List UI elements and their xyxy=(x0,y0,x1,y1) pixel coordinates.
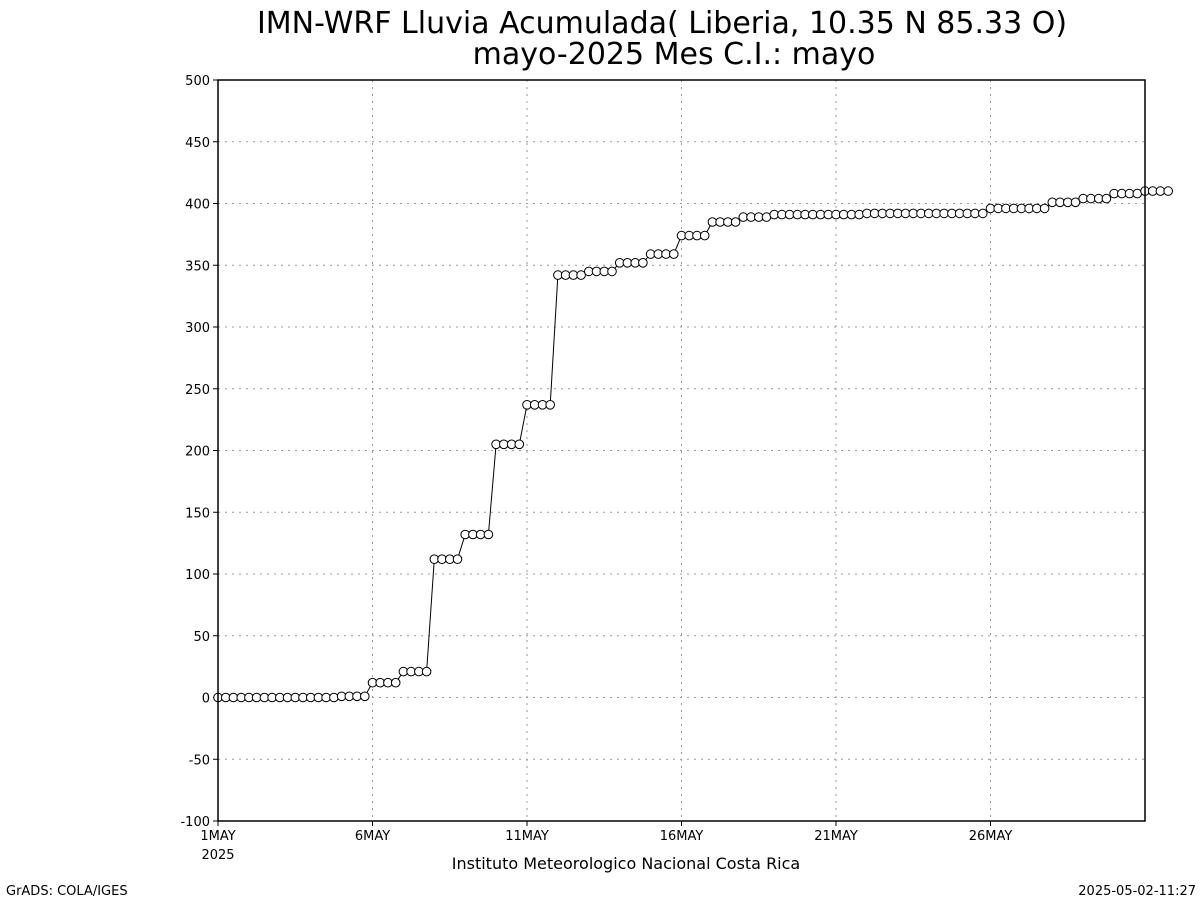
data-point xyxy=(545,400,556,410)
data-point xyxy=(669,249,679,259)
x-tick-label: 16MAY xyxy=(660,829,704,844)
y-tick-label: 250 xyxy=(185,383,210,398)
series-points xyxy=(213,186,1173,703)
footer-right: 2025-05-02-11:27 xyxy=(1078,884,1196,899)
data-point xyxy=(638,258,648,268)
data-point xyxy=(329,692,339,703)
y-tick-label: -100 xyxy=(180,815,210,830)
y-tick-label: 0 xyxy=(202,692,210,707)
series-line xyxy=(218,190,1169,698)
y-tick-label: 500 xyxy=(185,74,210,89)
data-point xyxy=(1163,186,1173,196)
y-tick-label: 150 xyxy=(185,506,210,521)
data-point xyxy=(1039,203,1050,214)
chart-subtitle: mayo-2025 Mes C.I.: mayo xyxy=(473,37,876,72)
footer-left: GrADS: COLA/IGES xyxy=(6,884,128,899)
y-axis-ticks: -100 -50 0 50 100 150 200 250 300 350 400 450 500 xyxy=(180,74,218,830)
x-axis-label: Instituto Meteorologico Nacional Costa R… xyxy=(452,854,800,873)
data-point xyxy=(1070,197,1081,208)
data-point xyxy=(390,677,401,688)
data-point xyxy=(730,217,741,227)
data-point xyxy=(360,691,370,702)
y-tick-label: 200 xyxy=(185,445,210,460)
data-point xyxy=(452,554,463,565)
plot-frame xyxy=(217,79,1146,822)
series-polyline xyxy=(218,190,1169,698)
x-tick-sublabel: 2025 xyxy=(201,848,234,863)
data-point xyxy=(699,230,710,241)
data-point xyxy=(483,529,494,540)
x-tick-label: 6MAY xyxy=(355,829,390,844)
x-tick-label: 21MAY xyxy=(814,829,858,844)
chart-title: IMN-WRF Lluvia Acumulada( Liberia, 10.35… xyxy=(257,6,1067,41)
y-tick-label: 450 xyxy=(185,136,210,151)
y-tick-label: -50 xyxy=(189,753,210,768)
data-point xyxy=(1101,193,1112,204)
x-tick-label: 1MAY xyxy=(200,829,235,844)
y-tick-label: 50 xyxy=(193,630,210,645)
gridlines xyxy=(218,80,1145,821)
data-point xyxy=(514,439,525,450)
data-point xyxy=(978,208,988,219)
y-tick-label: 400 xyxy=(185,198,210,213)
data-point xyxy=(854,209,865,220)
data-point xyxy=(576,270,586,280)
x-axis-ticks: 1MAY 2025 6MAY 11MAY 16MAY 21MAY 26MAY xyxy=(200,821,1012,863)
data-point xyxy=(607,266,617,277)
x-tick-label: 26MAY xyxy=(969,829,1013,844)
x-tick-label: 11MAY xyxy=(505,829,549,844)
y-tick-label: 350 xyxy=(185,259,210,274)
y-tick-label: 100 xyxy=(185,568,210,583)
y-tick-label: 300 xyxy=(185,321,210,336)
data-point xyxy=(421,666,432,677)
